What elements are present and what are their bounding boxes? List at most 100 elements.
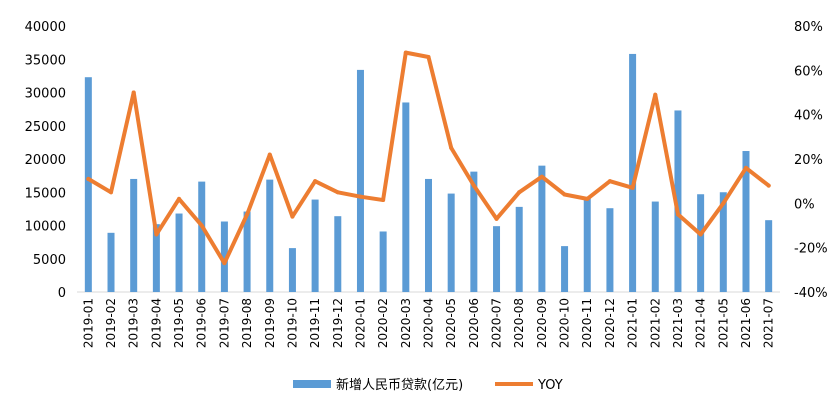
yoy-point <box>177 196 182 201</box>
x-tick-label: 2020-06 <box>467 298 481 348</box>
bar <box>334 216 342 292</box>
x-tick-label: 2020-03 <box>399 298 413 348</box>
yoy-point <box>675 212 680 217</box>
bar <box>606 208 614 292</box>
yoy-point <box>721 201 726 206</box>
yoy-point <box>562 192 567 197</box>
bar <box>288 248 296 292</box>
yoy-point <box>154 232 159 237</box>
bar <box>425 178 432 292</box>
line-series <box>86 50 771 266</box>
yoy-point <box>267 152 272 157</box>
x-tick-label: 2020-02 <box>376 298 390 348</box>
bar <box>515 206 523 292</box>
bar <box>356 69 364 292</box>
bar <box>742 151 750 292</box>
bar <box>447 193 455 292</box>
x-tick-label: 2019-03 <box>127 298 141 348</box>
left-y-tick-label: 20000 <box>25 153 66 168</box>
x-tick-label: 2021-03 <box>671 298 685 348</box>
yoy-point <box>494 216 499 221</box>
yoy-point <box>653 92 658 97</box>
right-y-tick-label: 60% <box>794 64 823 79</box>
yoy-point <box>585 196 590 201</box>
x-tick-label: 2020-11 <box>580 298 594 348</box>
yoy-point <box>109 190 114 195</box>
bar <box>220 221 228 292</box>
x-tick-label: 2020-01 <box>354 298 368 348</box>
yoy-point <box>426 55 431 60</box>
x-tick-label: 2019-01 <box>81 298 95 348</box>
left-y-tick-label: 40000 <box>25 20 66 35</box>
x-tick-label: 2021-02 <box>648 298 662 348</box>
legend: 新增人民币贷款(亿元) YOY <box>293 377 563 393</box>
yoy-point <box>471 183 476 188</box>
bar <box>379 231 387 292</box>
x-tick-label: 2020-10 <box>558 298 572 348</box>
x-tick-label: 2020-04 <box>422 298 436 348</box>
left-y-tick-label: 30000 <box>25 87 66 102</box>
yoy-point <box>131 90 136 95</box>
right-y-tick-label: 40% <box>794 109 823 124</box>
yoy-point <box>403 50 408 55</box>
yoy-point <box>335 190 340 195</box>
bar <box>266 179 274 292</box>
x-tick-label: 2019-11 <box>308 298 322 348</box>
left-y-tick-label: 5000 <box>33 253 66 268</box>
legend-label-line: YOY <box>537 378 563 393</box>
bar <box>719 192 727 292</box>
bar <box>583 196 591 292</box>
yoy-point <box>358 194 363 199</box>
bar <box>130 178 138 292</box>
right-y-tick-label: -20% <box>794 242 828 257</box>
left-y-tick-label: 25000 <box>25 120 66 135</box>
x-axis-ticks: 2019-01 2019-02 2019-03 2019-04 2019-05 2019-… <box>81 298 775 348</box>
yoy-point <box>607 179 612 184</box>
yoy-point <box>313 179 318 184</box>
x-tick-label: 2019-08 <box>240 298 254 348</box>
bar <box>84 77 92 292</box>
yoy-point <box>222 261 227 266</box>
x-tick-label: 2020-12 <box>603 298 617 348</box>
x-tick-label: 2019-07 <box>217 298 231 348</box>
x-tick-label: 2021-06 <box>739 298 753 348</box>
left-y-tick-label: 10000 <box>25 220 66 235</box>
legend-label-bar: 新增人民币贷款(亿元) <box>336 377 463 393</box>
yoy-point <box>517 190 522 195</box>
yoy-point <box>743 165 748 170</box>
yoy-point <box>449 145 454 150</box>
x-tick-label: 2019-02 <box>104 298 118 348</box>
x-tick-label: 2020-07 <box>490 298 504 348</box>
x-tick-label: 2019-06 <box>195 298 209 348</box>
x-tick-label: 2021-01 <box>626 298 640 348</box>
left-y-axis: 0 5000 10000 15000 20000 25000 30000 35000 40000 <box>25 20 66 301</box>
yoy-point <box>381 198 386 203</box>
bar-series <box>84 53 773 293</box>
yoy-point <box>539 174 544 179</box>
right-y-tick-label: 0% <box>794 197 815 212</box>
x-tick-label: 2019-09 <box>263 298 277 348</box>
bar <box>629 53 637 293</box>
right-y-tick-label: 20% <box>794 153 823 168</box>
yoy-point <box>290 214 295 219</box>
bar <box>152 224 160 292</box>
bar <box>538 165 546 292</box>
x-tick-label: 2019-10 <box>285 298 299 348</box>
x-tick-label: 2020-09 <box>535 298 549 348</box>
bar <box>198 181 206 292</box>
bar <box>243 211 251 292</box>
left-y-tick-label: 15000 <box>25 186 66 201</box>
x-tick-label: 2020-05 <box>444 298 458 348</box>
bar <box>402 102 410 292</box>
right-y-axis: -40% -20% 0% 20% 40% 60% 80% <box>794 20 828 301</box>
x-tick-label: 2020-08 <box>512 298 526 348</box>
bar <box>651 201 659 292</box>
yoy-point <box>199 223 204 228</box>
yoy-point <box>630 185 635 190</box>
bar <box>107 232 115 292</box>
legend-swatch-bar <box>293 380 331 388</box>
bar <box>470 171 478 292</box>
x-tick-label: 2021-04 <box>694 298 708 348</box>
right-y-tick-label: 80% <box>794 20 823 35</box>
